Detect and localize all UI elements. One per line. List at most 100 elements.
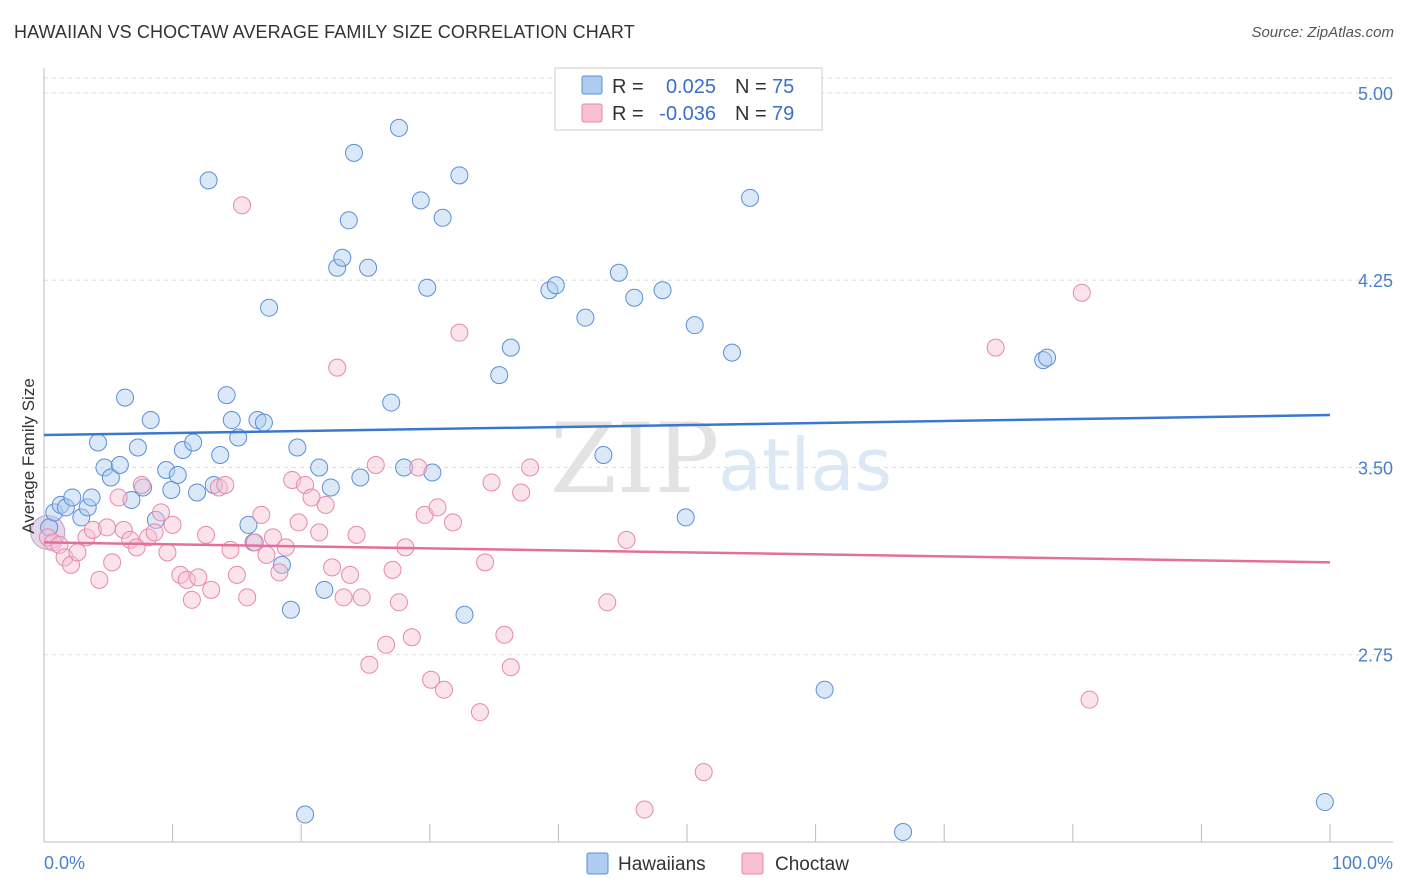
hawaiians-point [815,680,834,699]
hawaiians-point [418,278,437,297]
hawaiians-point [546,276,565,295]
hawaiians-point [455,605,474,624]
hawaiians-point [173,441,192,460]
legend-r-label-choctaw: R = [612,103,644,125]
choctaw-point [377,635,396,654]
choctaw-trend-line [43,541,1331,564]
hawaiians-point [211,446,230,464]
hawaiians-point [625,288,644,307]
bottom-legend: Hawaiians Choctaw [586,852,849,875]
choctaw-point [986,338,1005,357]
hawaiians-point [609,263,628,282]
choctaw-point [635,800,654,819]
choctaw-point [158,543,177,562]
points-layer [30,118,1334,842]
gridlines [44,77,1393,656]
hawaiians-point [490,366,509,385]
legend-n-value-hawaiians: 75 [772,76,794,98]
legend-swatch-hawaiians [581,75,603,95]
trend-layer [43,413,1331,564]
choctaw-point [1080,690,1099,709]
hawaiians-point [321,478,340,497]
choctaw-point [598,593,617,612]
choctaw-point [197,525,216,544]
choctaw-point [189,568,208,587]
hawaiians-point [741,188,760,207]
hawaiians-point [78,498,97,517]
hawaiians-point [339,211,358,230]
choctaw-point [310,523,329,542]
hawaiians-point [281,600,300,619]
choctaw-point [360,655,379,674]
choctaw-point [316,495,335,514]
legend-n-label-hawaiians: N = [735,76,767,98]
choctaw-point [221,540,240,559]
y-tick-label: 5.00 [1358,84,1393,104]
choctaw-point [145,523,164,542]
choctaw-point [422,670,441,689]
bottom-legend-hawaiians: Hawaiians [618,854,706,875]
source-credit: Source: ZipAtlas.com [1251,24,1394,41]
hawaiians-point [423,463,442,482]
hawaiians-point [676,508,695,527]
choctaw-point [450,323,469,342]
legend-r-value-choctaw: -0.036 [659,103,716,125]
hawaiians-point [95,458,114,477]
choctaw-point [302,488,321,507]
hawaiians-point [594,446,613,464]
choctaw-point [233,196,252,215]
bottom-legend-choctaw: Choctaw [775,854,849,875]
choctaw-point [409,458,428,477]
choctaw-point [227,565,246,584]
choctaw-point [366,455,385,474]
choctaw-point [347,525,366,544]
hawaiians-point [395,458,414,477]
hawaiians-point [239,515,258,534]
hawaiians-point [272,555,291,574]
hawaiians-point [217,386,236,405]
choctaw-point [252,505,271,524]
choctaw-point [443,513,462,532]
hawaiians-point [168,465,187,484]
choctaw-point [389,593,408,612]
choctaw-point [257,545,276,564]
hawaiians-point [188,483,207,502]
choctaw-point [202,580,221,599]
choctaw-point [323,558,342,577]
x-tick-label-min: 0.0% [44,853,85,873]
hawaiians-point [685,316,704,335]
choctaw-point [114,520,133,539]
watermark-atlas: atlas [718,423,892,507]
hawaiians-point [576,308,595,327]
hawaiians-point [310,458,329,477]
hawaiians-trend-line [43,413,1331,437]
hawaiians-point [315,580,334,599]
choctaw-point [521,458,540,477]
hawaiians-point [382,393,401,412]
hawaiians-point [359,258,378,277]
choctaw-point [132,475,151,494]
y-tick-label: 4.25 [1358,271,1393,291]
choctaw-point [341,565,360,584]
hawaiians-point [101,468,120,487]
legend-r-label-hawaiians: R = [612,76,644,98]
choctaw-point [68,543,87,562]
watermark: ZIP atlas [550,403,892,515]
choctaw-point [83,520,102,539]
choctaw-point [163,515,182,534]
y-tick-label: 3.50 [1358,458,1393,478]
hawaiians-point [110,455,129,474]
legend-n-label-choctaw: N = [735,103,767,125]
choctaw-point [238,588,257,607]
y-tick-label: 2.75 [1358,646,1393,666]
hawaiians-point [501,338,520,357]
hawaiians-point [351,468,370,487]
choctaw-point [476,553,495,572]
choctaw-point [270,563,289,582]
hawaiians-point [1038,348,1057,367]
choctaw-point [98,518,117,537]
choctaw-point [77,528,96,547]
hawaiians-point [56,498,75,517]
choctaw-point [182,590,201,609]
